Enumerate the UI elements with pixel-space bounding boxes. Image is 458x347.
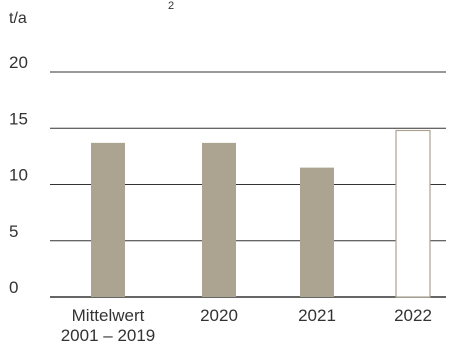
y-tick-labels: 0 5 10 15 20: [9, 53, 28, 297]
y-tick-label-10: 10: [9, 166, 28, 185]
y-tick-label-20: 20: [9, 53, 28, 72]
category-label-line: 2001 – 2019: [61, 326, 156, 345]
category-labels: Mittelwert 2001 – 2019 2020 2021 2022: [61, 306, 432, 345]
category-label-line: 2022: [394, 306, 432, 325]
category-label-2: 2021: [298, 306, 336, 325]
y-axis-unit-label: t/a: [9, 10, 27, 27]
y-tick-label-0: 0: [9, 278, 18, 297]
category-label-line: Mittelwert: [72, 306, 145, 325]
y-tick-label-5: 5: [9, 222, 18, 241]
bar-3: [395, 129, 431, 298]
category-label-line: 2020: [200, 306, 238, 325]
bars: [91, 129, 431, 298]
category-label-line: 2021: [298, 306, 336, 325]
bar-1: [202, 142, 236, 297]
bar-2: [300, 167, 334, 297]
title-subscript-fragment: 2: [168, 0, 174, 12]
category-label-0: Mittelwert 2001 – 2019: [61, 306, 156, 345]
category-label-1: 2020: [200, 306, 238, 325]
y-tick-label-15: 15: [9, 109, 28, 128]
category-label-3: 2022: [394, 306, 432, 325]
bar-0: [91, 142, 125, 297]
